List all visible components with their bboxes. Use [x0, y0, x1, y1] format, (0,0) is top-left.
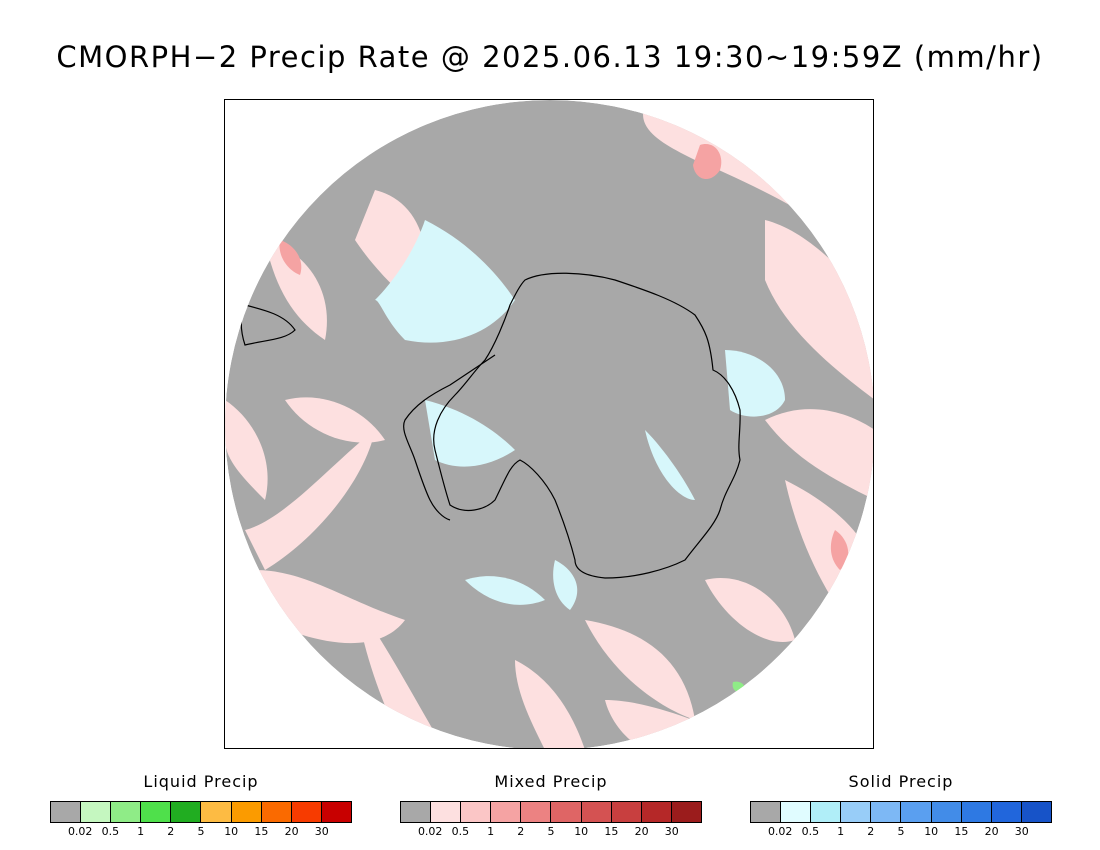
- legend-tick-label: 1: [837, 825, 845, 838]
- legend-swatch: [521, 802, 552, 822]
- legend-tick-label: 5: [547, 825, 555, 838]
- legend-tick-labels: 0.02 0.5 1 2 5 10 15 20 30: [400, 825, 702, 839]
- legend-swatch: [431, 802, 462, 822]
- polar-map: [225, 100, 873, 748]
- mixed-precip-areas: [225, 104, 873, 748]
- legend-tick-label: 1: [487, 825, 495, 838]
- legend-color-bar: [400, 801, 702, 823]
- legend-tick-label: 0.02: [67, 825, 93, 838]
- legend-tick-label: 20: [284, 825, 299, 838]
- mixed-precip-area: [643, 104, 873, 260]
- legend-swatch: [641, 802, 672, 822]
- legend-tick-label: 20: [984, 825, 999, 838]
- legend-tick-label: 30: [1014, 825, 1029, 838]
- legend-tick-label: 5: [897, 825, 905, 838]
- legend-tick-labels: 0.02 0.5 1 2 5 10 15 20 30: [750, 825, 1052, 839]
- legend-tick-label: 0.02: [767, 825, 793, 838]
- map-frame: [224, 99, 874, 749]
- legend-swatch: [961, 802, 992, 822]
- legend-swatch: [991, 802, 1022, 822]
- legend-swatch: [841, 802, 872, 822]
- mixed-precip-strong-area: [830, 530, 849, 570]
- mixed-precip-legend: Mixed Precip 0.02 0.5 1 2 5 10 15 20 30: [400, 772, 702, 839]
- mixed-precip-area: [245, 430, 375, 570]
- legend-tick-label: 2: [167, 825, 175, 838]
- legend-swatch: [231, 802, 262, 822]
- legend-swatch: [871, 802, 902, 822]
- mixed-precip-area: [585, 620, 695, 720]
- legend-color-bar: [750, 801, 1052, 823]
- antarctica-coastline: [433, 272, 741, 579]
- solid-precip-area: [375, 220, 515, 343]
- legend-swatch: [401, 802, 432, 822]
- legend-tick-label: 20: [634, 825, 649, 838]
- legend-swatch: [461, 802, 492, 822]
- legend-swatch: [551, 802, 582, 822]
- legend-swatch: [291, 802, 322, 822]
- legend-tick-label: 0.5: [451, 825, 470, 838]
- legend-tick-label: 10: [924, 825, 939, 838]
- mixed-precip-area: [285, 397, 385, 443]
- mixed-precip-area: [765, 220, 873, 400]
- legend-tick-label: 15: [954, 825, 969, 838]
- legend-swatch: [611, 802, 642, 822]
- legend-swatch: [261, 802, 292, 822]
- legend-tick-label: 5: [197, 825, 205, 838]
- legend-title: Mixed Precip: [494, 772, 608, 791]
- legend-title: Solid Precip: [848, 772, 954, 791]
- legend-tick-label: 15: [604, 825, 619, 838]
- solid-precip-area: [425, 400, 515, 467]
- map-disk: [225, 100, 873, 748]
- mixed-precip-area: [225, 400, 268, 500]
- legend-tick-label: 0.5: [101, 825, 120, 838]
- legend-tick-label: 2: [517, 825, 525, 838]
- mixed-precip-area: [705, 578, 795, 642]
- legend-swatch: [321, 802, 351, 822]
- legend-swatch: [811, 802, 842, 822]
- legend-swatch: [51, 802, 82, 822]
- legend-swatch: [201, 802, 232, 822]
- antarctic-peninsula-coastline: [403, 354, 496, 521]
- legend-tick-label: 1: [137, 825, 145, 838]
- legend-tick-label: 10: [224, 825, 239, 838]
- legend-swatch: [81, 802, 112, 822]
- legend-swatch: [171, 802, 202, 822]
- legend-color-bar: [50, 801, 352, 823]
- chart-title: CMORPH−2 Precip Rate @ 2025.06.13 19:30~…: [56, 40, 1044, 74]
- mixed-precip-area: [355, 600, 445, 748]
- solid-precip-legend: Solid Precip 0.02 0.5 1 2 5 10 15 20 30: [750, 772, 1052, 839]
- legend-swatch: [491, 802, 522, 822]
- legend-swatch: [141, 802, 172, 822]
- mixed-precip-area: [515, 660, 585, 748]
- mixed-precip-strong-area: [693, 144, 722, 180]
- legend-tick-label: 0.02: [417, 825, 443, 838]
- legend-tick-label: 30: [314, 825, 329, 838]
- legend-swatch: [581, 802, 612, 822]
- legend-tick-label: 10: [574, 825, 589, 838]
- solid-precip-area: [465, 576, 545, 605]
- legend-tick-label: 2: [867, 825, 875, 838]
- legend-tick-label: 15: [254, 825, 269, 838]
- solid-precip-area: [645, 430, 695, 500]
- legend-swatch: [671, 802, 701, 822]
- legend-swatch: [931, 802, 962, 822]
- mixed-precip-strong-area: [279, 240, 302, 275]
- legend-title: Liquid Precip: [143, 772, 259, 791]
- liquid-precip-legend: Liquid Precip 0.02 0.5 1 2 5 10 15 20 30: [50, 772, 352, 839]
- mixed-precip-area: [265, 240, 327, 340]
- legend-swatch: [901, 802, 932, 822]
- legend-swatch: [111, 802, 142, 822]
- solid-precip-areas: [375, 220, 785, 610]
- solid-precip-area: [725, 350, 785, 417]
- legend-tick-labels: 0.02 0.5 1 2 5 10 15 20 30: [50, 825, 352, 839]
- legend-tick-label: 0.5: [801, 825, 820, 838]
- legend-swatch: [751, 802, 782, 822]
- legend-swatch: [781, 802, 812, 822]
- mixed-precip-area: [765, 409, 873, 500]
- legend-tick-label: 30: [664, 825, 679, 838]
- mixed-precip-strong-areas: [279, 144, 849, 570]
- legend-swatch: [1021, 802, 1051, 822]
- solid-precip-area: [553, 560, 578, 610]
